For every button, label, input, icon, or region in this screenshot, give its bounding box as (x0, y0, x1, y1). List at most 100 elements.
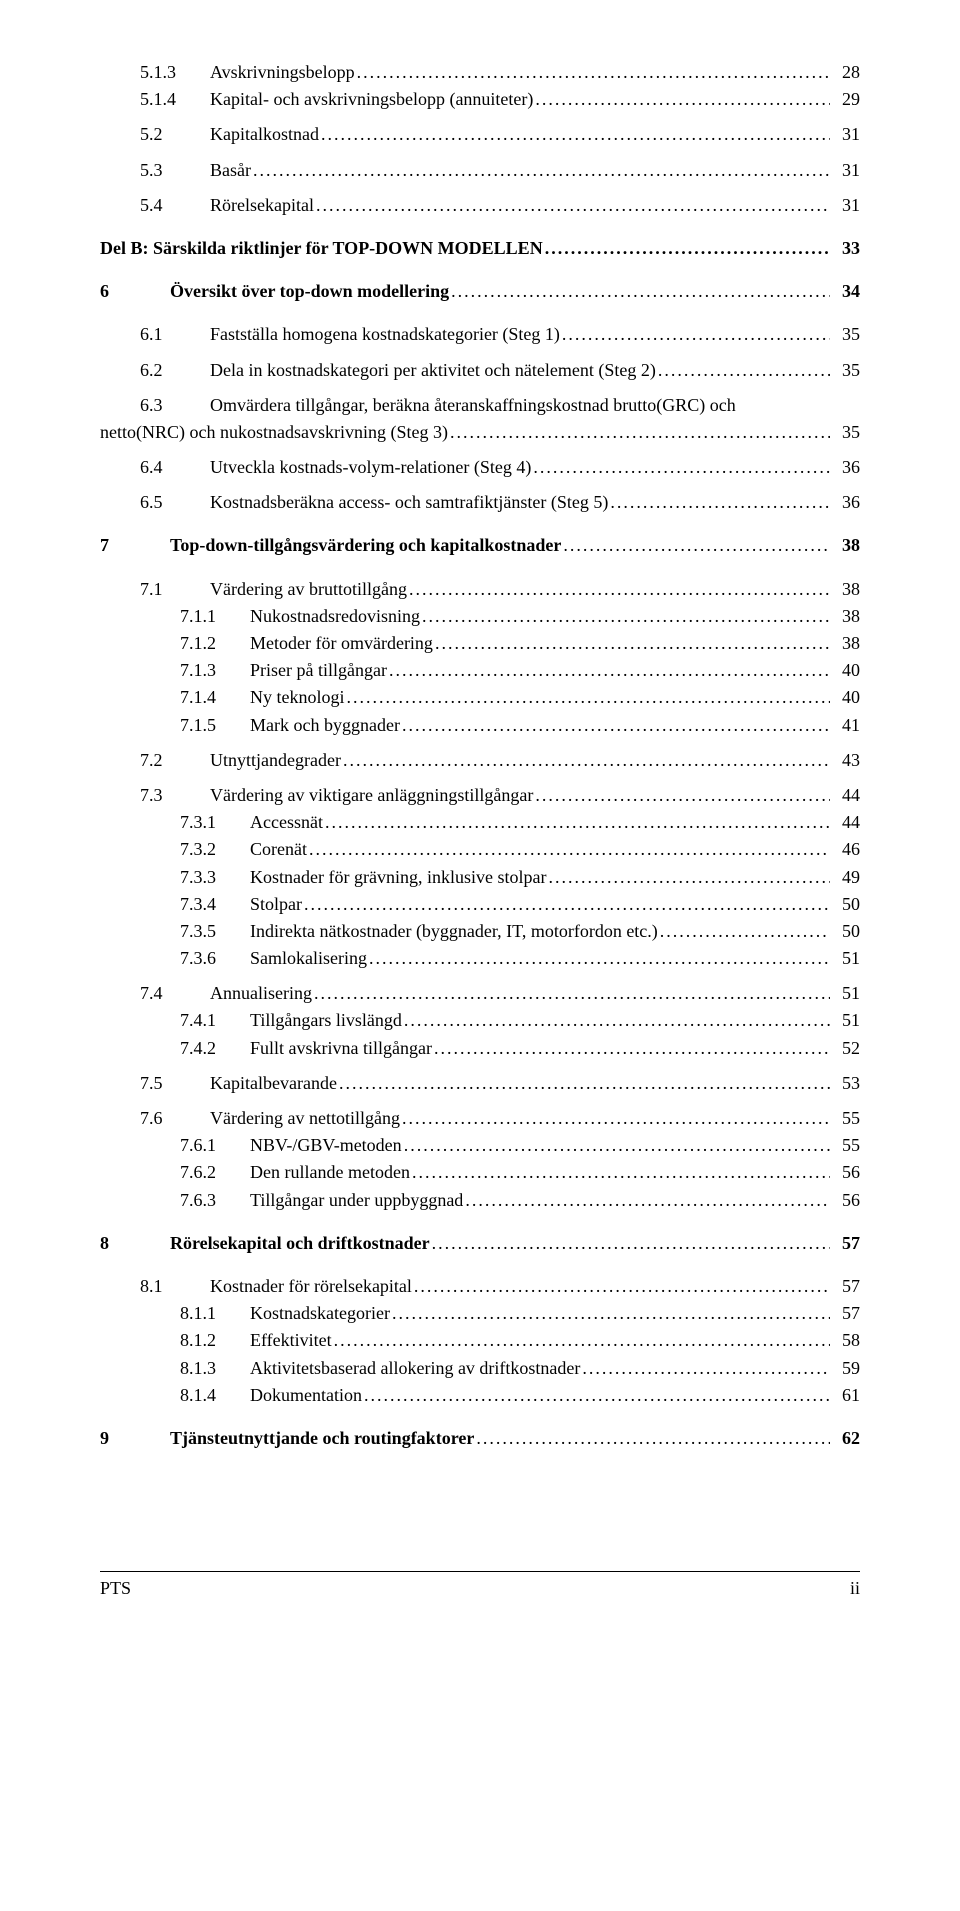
toc-entry: 7.3.2Corenät46 (180, 837, 860, 862)
toc-leader (610, 490, 830, 515)
toc-number: 5.1.3 (140, 60, 210, 85)
toc-page: 38 (832, 577, 860, 602)
toc-leader (402, 713, 830, 738)
toc-leader (563, 533, 830, 558)
toc-number: 7.1.1 (180, 604, 250, 629)
toc-number: 7.1.3 (180, 658, 250, 683)
toc-leader (316, 193, 830, 218)
toc-number: 6.5 (140, 490, 210, 515)
toc-number: 6.2 (140, 358, 210, 383)
toc-leader (404, 1008, 830, 1033)
toc-page: 38 (832, 533, 860, 558)
toc-title: Nukostnadsredovisning (250, 604, 420, 629)
toc-leader (325, 810, 830, 835)
toc-page: 41 (832, 713, 860, 738)
toc-leader (548, 865, 830, 890)
toc-leader (339, 1071, 830, 1096)
toc-title: Utnyttjandegrader (210, 748, 341, 773)
toc-page: 38 (832, 604, 860, 629)
toc-title: Ny teknologi (250, 685, 345, 710)
toc-number: 8 (100, 1231, 170, 1256)
toc-title: netto(NRC) och nukostnadsavskrivning (St… (100, 420, 448, 445)
toc-entry: 8.1.1Kostnadskategorier57 (180, 1301, 860, 1326)
toc-number: 8.1.4 (180, 1383, 250, 1408)
toc-title: Fullt avskrivna tillgångar (250, 1036, 432, 1061)
toc-entry: Del B: Särskilda riktlinjer för TOP-DOWN… (100, 236, 860, 261)
toc-page: 61 (832, 1383, 860, 1408)
toc-title: Indirekta nätkostnader (byggnader, IT, m… (250, 919, 658, 944)
toc-leader (347, 685, 831, 710)
toc-entry: 7.1.4Ny teknologi40 (180, 685, 860, 710)
toc-title: Avskrivningsbelopp (210, 60, 355, 85)
toc-number: 7.3.5 (180, 919, 250, 944)
toc-number: 7.2 (140, 748, 210, 773)
toc-leader (304, 892, 830, 917)
toc-page: 51 (832, 946, 860, 971)
toc-entry: 7.3.6Samlokalisering51 (180, 946, 860, 971)
toc-page: 31 (832, 122, 860, 147)
toc-title: Värdering av nettotillgång (210, 1106, 400, 1131)
toc-entry: 5.2Kapitalkostnad31 (140, 122, 860, 147)
toc-title: Tjänsteutnyttjande och routingfaktorer (170, 1426, 474, 1451)
toc-entry: 7.3.4Stolpar50 (180, 892, 860, 917)
toc-title: Metoder för omvärdering (250, 631, 433, 656)
toc-entry: 6.2Dela in kostnadskategori per aktivite… (140, 358, 860, 383)
toc-leader (369, 946, 830, 971)
toc-leader (535, 783, 830, 808)
toc-leader (389, 658, 830, 683)
toc-title: Corenät (250, 837, 307, 862)
toc-number: 7.6.1 (180, 1133, 250, 1158)
toc-number: 7.3.1 (180, 810, 250, 835)
toc-number: 7.3 (140, 783, 210, 808)
toc-page: 36 (832, 490, 860, 515)
toc-page: 35 (832, 322, 860, 347)
toc-title: Utveckla kostnads-volym-relationer (Steg… (210, 455, 531, 480)
toc-page: 28 (832, 60, 860, 85)
toc-entry: 7.4.1Tillgångars livslängd51 (180, 1008, 860, 1033)
toc-number: 7.5 (140, 1071, 210, 1096)
toc-entry: 7.6.1NBV-/GBV-metoden55 (180, 1133, 860, 1158)
toc-entry: 7.6.3Tillgångar under uppbyggnad56 (180, 1188, 860, 1213)
toc-leader (465, 1188, 830, 1213)
toc-entry: 8.1.4Dokumentation61 (180, 1383, 860, 1408)
toc-page: 51 (832, 1008, 860, 1033)
toc-page: 58 (832, 1328, 860, 1353)
toc-leader (409, 577, 830, 602)
toc-entry: 5.1.3Avskrivningsbelopp 28 (140, 60, 860, 85)
toc-entry: netto(NRC) och nukostnadsavskrivning (St… (140, 420, 860, 445)
toc-number: 7.3.4 (180, 892, 250, 917)
toc-entry: 8.1.3Aktivitetsbaserad allokering av dri… (180, 1356, 860, 1381)
toc-leader (412, 1160, 830, 1185)
toc-title: Den rullande metoden (250, 1160, 410, 1185)
toc-leader (535, 87, 830, 112)
toc-number: 5.1.4 (140, 87, 210, 112)
toc-leader (450, 420, 830, 445)
toc-entry: 7.5Kapitalbevarande53 (140, 1071, 860, 1096)
toc-number: 7.3.3 (180, 865, 250, 890)
toc-leader (309, 837, 830, 862)
toc-entry: 5.1.4Kapital- och avskrivningsbelopp (an… (140, 87, 860, 112)
toc-page: 38 (832, 631, 860, 656)
toc-number: 6.4 (140, 455, 210, 480)
toc-number: 6 (100, 279, 170, 304)
toc-page: 55 (832, 1133, 860, 1158)
toc-number: 7.3.2 (180, 837, 250, 862)
toc-title: Basår (210, 158, 251, 183)
toc-leader (545, 236, 830, 261)
toc-entry: 8.1.2Effektivitet58 (180, 1328, 860, 1353)
table-of-contents: 5.1.3Avskrivningsbelopp 285.1.4Kapital- o… (100, 60, 860, 1451)
toc-page: 31 (832, 158, 860, 183)
toc-page: 55 (832, 1106, 860, 1131)
toc-title: Värdering av bruttotillgång (210, 577, 407, 602)
toc-leader (434, 1036, 830, 1061)
toc-title: Kapitalbevarande (210, 1071, 337, 1096)
toc-entry: 7.1.2Metoder för omvärdering38 (180, 631, 860, 656)
toc-title: Samlokalisering (250, 946, 367, 971)
toc-page: 40 (832, 658, 860, 683)
toc-entry: 7Top-down-tillgångsvärdering och kapital… (100, 533, 860, 558)
toc-page: 36 (832, 455, 860, 480)
toc-leader (402, 1106, 830, 1131)
toc-entry: 7.1.1Nukostnadsredovisning 38 (180, 604, 860, 629)
toc-entry: 8.1Kostnader för rörelsekapital57 (140, 1274, 860, 1299)
toc-entry: 9Tjänsteutnyttjande och routingfaktorer6… (100, 1426, 860, 1451)
